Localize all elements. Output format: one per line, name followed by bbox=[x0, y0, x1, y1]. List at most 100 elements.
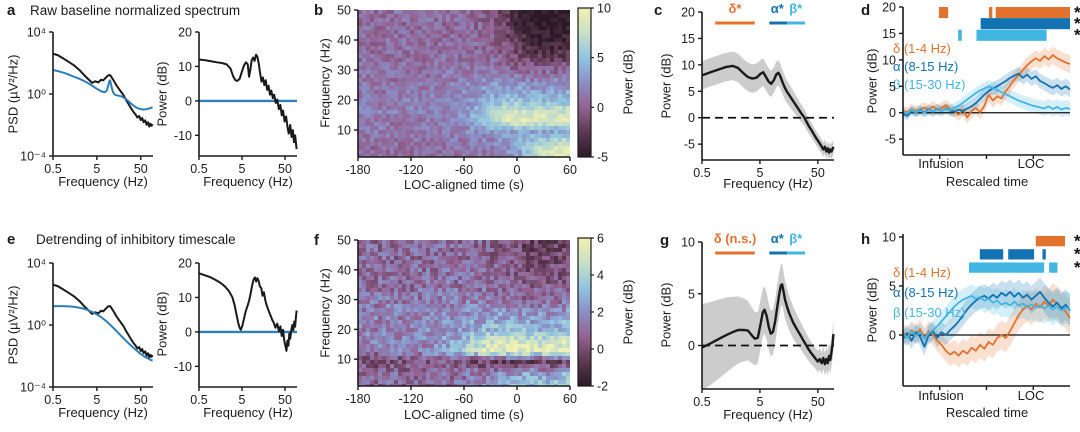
mean-spectrum-band bbox=[702, 51, 834, 160]
tick-label: 5 bbox=[756, 395, 763, 409]
significance-bar bbox=[1035, 235, 1065, 247]
tick-label: 50 bbox=[134, 393, 148, 407]
alpha-power-curve bbox=[903, 290, 1071, 348]
panel-a_left: 10⁴ 10⁰ 10⁻⁴0.5 5 50 bbox=[20, 26, 154, 176]
a-right-xlabel: Frequency (Hz) bbox=[203, 174, 293, 189]
tick-label: 20 bbox=[882, 1, 896, 15]
band-annotation-label: δ (n.s.) bbox=[714, 231, 757, 246]
baseline-psd-curve bbox=[53, 69, 153, 111]
band-annotation-label: α* bbox=[771, 231, 785, 246]
tick-label: 10 bbox=[882, 230, 896, 244]
tick-label: -180 bbox=[345, 163, 370, 177]
raw-psd-curve bbox=[53, 52, 154, 128]
panel-label-d: d bbox=[861, 2, 871, 19]
panel-label-f: f bbox=[314, 232, 319, 249]
e-right-ylabel: Power (dB) bbox=[154, 291, 170, 357]
significance-bar bbox=[1008, 249, 1035, 260]
colorbar-tick-label: 10 bbox=[597, 2, 611, 16]
tick-label: 0 bbox=[514, 392, 521, 406]
c-ylabel: Power (dB) bbox=[658, 53, 674, 119]
significance-bar bbox=[938, 7, 949, 19]
band-annotation-label: β* bbox=[789, 231, 803, 246]
significance-bar bbox=[980, 18, 1070, 30]
tick-label: 5 bbox=[688, 287, 695, 301]
tick-label: -10 bbox=[174, 360, 192, 374]
colorbar-tick-label: -2 bbox=[597, 380, 608, 394]
f-xlabel: LOC-aligned time (s) bbox=[404, 407, 524, 422]
f-colorbar-label: Power (dB) bbox=[620, 279, 636, 345]
delta-power-curve bbox=[903, 54, 1071, 119]
tick-label: -60 bbox=[455, 392, 473, 406]
significance-bar bbox=[976, 29, 1047, 41]
e-left-xlabel: Frequency (Hz) bbox=[58, 405, 148, 420]
h-xlabel: Rescaled time bbox=[945, 405, 1029, 420]
tick-label: 20 bbox=[178, 26, 192, 40]
d-ylabel: Power (dB) bbox=[864, 48, 880, 114]
h-ylabel: Power (dB) bbox=[864, 277, 880, 343]
tick-label: 20 bbox=[337, 94, 351, 108]
tick-label: 0 bbox=[688, 111, 695, 125]
tick-label: -60 bbox=[455, 163, 473, 177]
tick-label: 10 bbox=[178, 291, 192, 305]
tick-label: 20 bbox=[178, 257, 192, 271]
tick-label: 15 bbox=[681, 32, 695, 46]
beta-power-curve bbox=[903, 85, 1071, 115]
tick-label: 10 bbox=[681, 236, 695, 250]
tick-label: 0.5 bbox=[44, 393, 61, 407]
tick-label: -5 bbox=[885, 133, 896, 147]
a-left-xlabel: Frequency (Hz) bbox=[58, 174, 148, 189]
normalized-power-curve bbox=[199, 53, 298, 150]
delta-power-band bbox=[903, 46, 1070, 124]
tick-label: 5 bbox=[93, 393, 100, 407]
h-tick-infusion: Infusion bbox=[918, 388, 964, 403]
tick-label: 50 bbox=[811, 166, 825, 180]
significance-bar bbox=[979, 249, 1004, 260]
d-tick-loc: LOC bbox=[1017, 156, 1045, 171]
legend-entry: α (8-15 Hz) bbox=[893, 285, 958, 300]
tick-label: 50 bbox=[811, 395, 825, 409]
tick-label: 0.5 bbox=[693, 395, 710, 409]
colorbar-tick-label: 0 bbox=[597, 343, 604, 357]
f-ylabel: Frequency (Hz) bbox=[317, 268, 333, 358]
significance-bar bbox=[989, 7, 993, 19]
panel-e_left: 10⁴ 10⁰ 10⁻⁴0.5 5 50 bbox=[20, 257, 154, 407]
tick-label: 5 bbox=[239, 162, 246, 176]
g-xlabel: Frequency (Hz) bbox=[723, 407, 813, 422]
g-ylabel: Power (dB) bbox=[658, 282, 674, 348]
tick-label: 15 bbox=[882, 27, 896, 41]
mean-spectrum-curve bbox=[702, 283, 835, 366]
significance-bar bbox=[1049, 262, 1058, 273]
tick-label: 10 bbox=[882, 53, 896, 67]
panel-label-g: g bbox=[660, 232, 670, 249]
tick-label: 60 bbox=[563, 163, 577, 177]
tick-label: 5 bbox=[889, 279, 896, 293]
panel-label-c: c bbox=[654, 2, 663, 19]
raw-psd-curve bbox=[53, 283, 154, 359]
colorbar-tick-label: 6 bbox=[597, 232, 604, 246]
b-xlabel: LOC-aligned time (s) bbox=[404, 177, 524, 192]
tick-label: 0.5 bbox=[44, 162, 61, 176]
legend-entry: β (15-30 Hz) bbox=[893, 305, 966, 320]
colorbar-tick-label: 4 bbox=[597, 269, 604, 283]
tick-label: 30 bbox=[337, 64, 351, 78]
tick-label: 0 bbox=[889, 106, 896, 120]
tick-label: 5 bbox=[239, 393, 246, 407]
significance-asterisk: * bbox=[1074, 245, 1080, 264]
legend-entry: δ (1-4 Hz) bbox=[893, 265, 951, 280]
legend-entry: β (15-30 Hz) bbox=[893, 77, 966, 92]
panel-e_right: 20 10 0 -10 0.5 5 50 bbox=[174, 257, 298, 407]
significance-asterisk: * bbox=[1074, 3, 1080, 22]
b-colorbar-label: Power (dB) bbox=[620, 49, 636, 115]
significance-asterisk: * bbox=[1074, 26, 1080, 45]
tick-label: 50 bbox=[337, 234, 351, 248]
a-left-ylabel: PSD (µV²/Hz) bbox=[5, 54, 21, 134]
e-right-xlabel: Frequency (Hz) bbox=[203, 405, 293, 420]
tick-label: -180 bbox=[345, 392, 370, 406]
tick-label: -120 bbox=[398, 392, 423, 406]
tick-label: 10 bbox=[178, 60, 192, 74]
